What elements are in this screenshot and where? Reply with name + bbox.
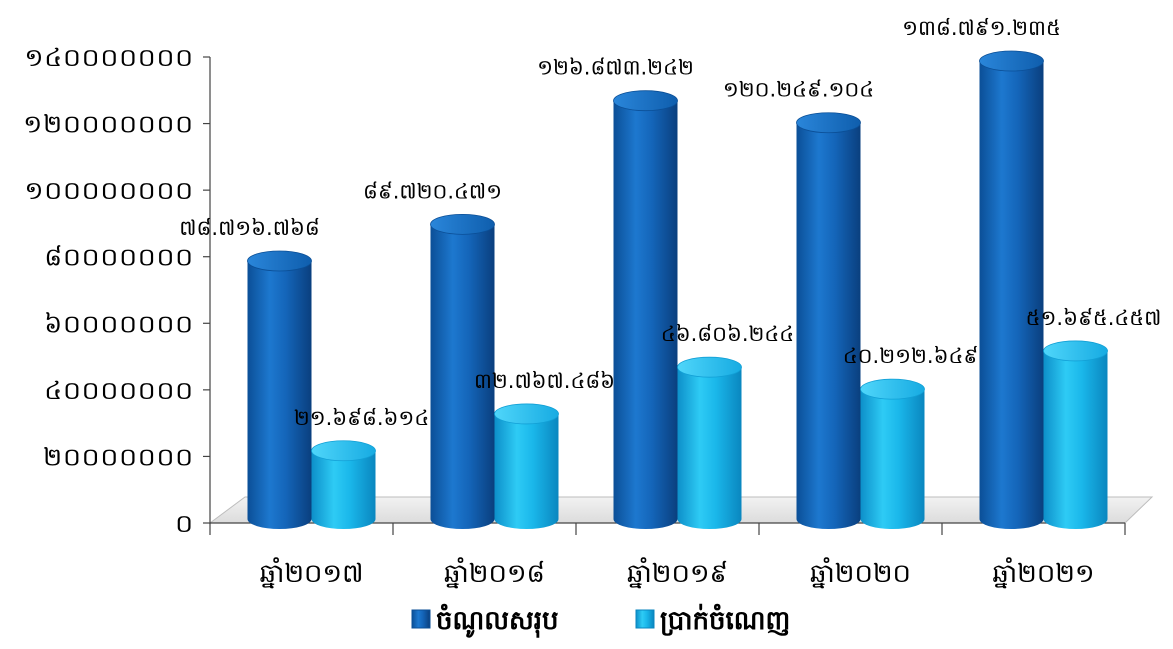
data-label: ៨៩.៧២០.៤៧១ (363, 179, 502, 203)
bar-body (860, 389, 925, 529)
bar-profit (311, 440, 376, 529)
bar-total-revenue (979, 50, 1044, 529)
y-tick-label: ៨០០០០០០០ (44, 243, 194, 272)
x-tick-label: ឆ្នាំ២០១៧ (260, 557, 364, 589)
bar-top (1043, 340, 1108, 362)
data-label: ៣២.៧៦៧.៤៨៦ (474, 369, 615, 393)
bar-total-revenue (247, 250, 312, 529)
bar-body (613, 100, 678, 529)
bar-body (494, 413, 559, 529)
data-label: ១២០.២៤៩.១០៤ (723, 78, 874, 102)
bar-profit (860, 378, 925, 529)
bar-top (979, 50, 1044, 72)
bar-profit (677, 356, 742, 529)
data-label: ១៣៨.៧៩១.២៣៥ (902, 16, 1061, 40)
bar-top (430, 213, 495, 235)
y-tick-label: ១០០០០០០០០ (24, 176, 194, 205)
bar-top (311, 440, 376, 462)
legend-label-total-revenue: ចំណូលសរុប (436, 603, 559, 638)
bar-top (677, 356, 742, 378)
bar-total-revenue (613, 90, 678, 529)
bar-body (247, 260, 312, 529)
bar-body (677, 367, 742, 529)
bar-total-revenue (796, 112, 861, 529)
bar-top (613, 90, 678, 112)
bar-total-revenue (430, 213, 495, 529)
x-tick-label: ឆ្នាំ២០១៩ (627, 557, 728, 589)
bar-body (979, 61, 1044, 529)
data-label: ៤០.២១២.៦៤៩ (843, 344, 978, 368)
data-label: ៥១.៦៩៥.៤៥៧ (1026, 306, 1162, 330)
data-label: ២១.៦៩៨.៦១៤ (294, 406, 429, 430)
bar-profit (1043, 340, 1108, 529)
bar-top (796, 112, 861, 134)
y-tick-label: ០ (175, 509, 194, 538)
y-tick-label: ៦០០០០០០០ (44, 309, 194, 338)
data-label: ១២៦.៨៧៣.២៤២ (537, 56, 694, 80)
bar-body (430, 224, 495, 529)
bar-profit (494, 403, 559, 529)
y-tick-label: ៤០០០០០០០ (44, 376, 194, 405)
data-label: ៧៨.៧១៦.៧៦៨ (179, 216, 319, 240)
bar-top (860, 378, 925, 400)
legend-swatch-profit (635, 609, 655, 629)
legend-swatch-total-revenue (411, 609, 431, 629)
y-tick-label: ២០០០០០០០ (43, 442, 194, 471)
y-tick-label: ១២០០០០០០០ (23, 110, 194, 139)
x-tick-label: ឆ្នាំ២០១៨ (444, 557, 545, 589)
x-tick-label: ឆ្នាំ២០២០ (810, 557, 911, 589)
bar-body (311, 450, 376, 529)
bar-top (247, 250, 312, 272)
bar-body (1043, 350, 1108, 529)
legend-label-profit: ប្រាក់ចំណេញ (660, 603, 790, 636)
data-label: ៤៦.៨០៦.២៤៤ (661, 322, 794, 346)
y-tick-label: ១៤០០០០០០០ (24, 43, 194, 72)
bar-body (796, 122, 861, 529)
bar-top (494, 403, 559, 425)
x-tick-label: ឆ្នាំ២០២១ (992, 557, 1094, 589)
